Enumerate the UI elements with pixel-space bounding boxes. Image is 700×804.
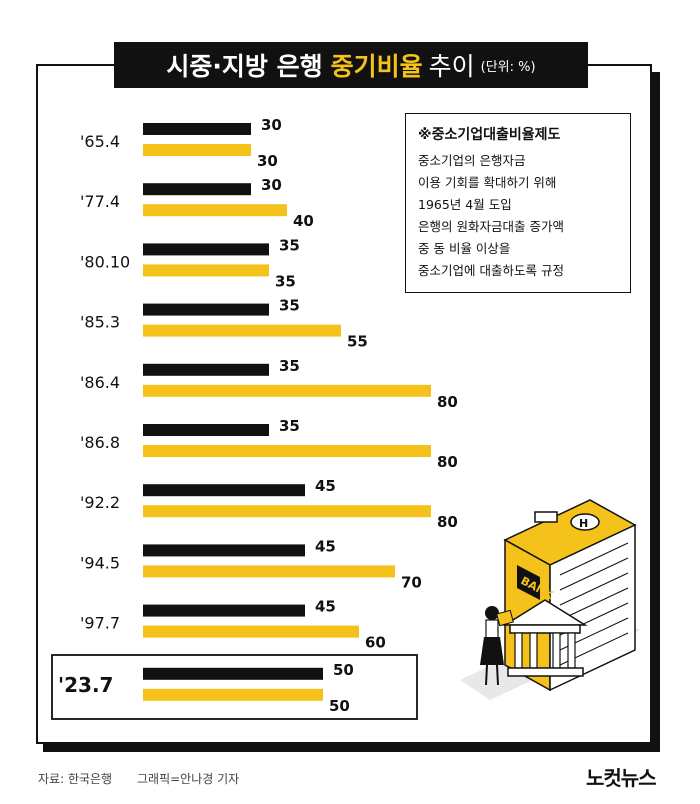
bar-value-label: 80 (437, 393, 458, 411)
bar-series2 (143, 688, 323, 701)
bar-value-label: 30 (261, 176, 282, 194)
bar-series2 (143, 625, 359, 638)
bar-series2 (143, 384, 431, 397)
bar-value-label: 80 (437, 513, 458, 531)
bar-series1 (143, 424, 269, 436)
category-label: '77.4 (80, 192, 120, 211)
bars-group: '65.4 30 30 '77.4 30 40 '80.10 35 35 '85.3 35 55 '86… (58, 116, 458, 715)
bar-value-label: 30 (257, 152, 278, 170)
bar-series1 (143, 604, 305, 617)
bar-series2 (143, 264, 269, 277)
bar-value-label: 60 (365, 634, 386, 652)
note-title: ※중소기업대출비율제도 (418, 127, 561, 143)
note-line: 중소기업의 은행자금 (418, 153, 526, 168)
note-line: 이용 기회를 확대하기 위해 (418, 175, 557, 190)
category-label: '86.4 (80, 373, 120, 392)
note-line: 중 동 비율 이상을 (418, 241, 511, 256)
bar-value-label: 35 (279, 297, 300, 315)
bar-value-label: 35 (279, 417, 300, 435)
svg-text:H: H (579, 517, 588, 530)
bar-value-label: 30 (261, 116, 282, 134)
bar-series1 (143, 123, 251, 135)
category-label: '65.4 (80, 132, 120, 151)
note-line: 은행의 원화자금대출 증가액 (418, 219, 564, 234)
bar-series1 (143, 667, 323, 680)
title-unit: (단위: %) (480, 59, 536, 75)
note-box: ※중소기업대출비율제도 중소기업의 은행자금 이용 기회를 확대하기 위해 19… (405, 113, 631, 293)
bar-value-label: 45 (315, 537, 336, 555)
bar-series1 (143, 484, 305, 497)
source-text: 자료: 한국은행 (38, 772, 113, 786)
category-label: '85.3 (80, 313, 120, 332)
note-line: 1965년 4월 도입 (418, 197, 512, 212)
news-logo: 노컷뉴스 (586, 766, 657, 790)
category-label: '23.7 (58, 673, 113, 697)
bar-series2 (143, 505, 431, 518)
bar-value-label: 50 (329, 697, 350, 715)
category-label: '92.2 (80, 493, 120, 512)
highlight-box-latest (51, 654, 418, 720)
bar-value-label: 35 (279, 236, 300, 254)
bar-value-label: 45 (315, 598, 336, 616)
bar-series1 (143, 183, 251, 196)
bar-value-label: 55 (347, 333, 368, 351)
bar-value-label: 45 (315, 477, 336, 495)
bar-value-label: 35 (279, 357, 300, 375)
bar-value-label: 35 (275, 272, 296, 290)
bar-series1 (143, 303, 269, 316)
bar-series1 (143, 544, 305, 557)
bar-value-label: 40 (293, 212, 314, 230)
bar-series2 (143, 204, 287, 217)
bar-series2 (143, 565, 395, 578)
title-part3: 추이 (428, 52, 475, 81)
bar-series2 (143, 445, 431, 457)
bar-value-label: 80 (437, 453, 458, 471)
bar-value-label: 50 (333, 661, 354, 679)
category-label: '86.8 (80, 433, 120, 452)
credit-text: 그래픽=안나경 기자 (137, 772, 240, 786)
chart-title: 시중·지방 은행 중기비율 추이 (단위: %) (114, 42, 588, 88)
bank-illustration: BANK H (460, 499, 640, 700)
category-label: '94.5 (80, 553, 120, 572)
bar-series1 (143, 243, 269, 256)
bar-series2 (143, 324, 341, 337)
category-label: '80.10 (80, 252, 130, 271)
title-part2: 중기비율 (330, 52, 423, 81)
bar-series2 (143, 144, 251, 156)
category-label: '97.7 (80, 614, 120, 633)
bar-series1 (143, 363, 269, 376)
note-line: 중소기업에 대출하도록 규정 (418, 263, 564, 278)
title-part1: 시중·지방 은행 (166, 52, 323, 81)
bar-value-label: 70 (401, 573, 422, 591)
